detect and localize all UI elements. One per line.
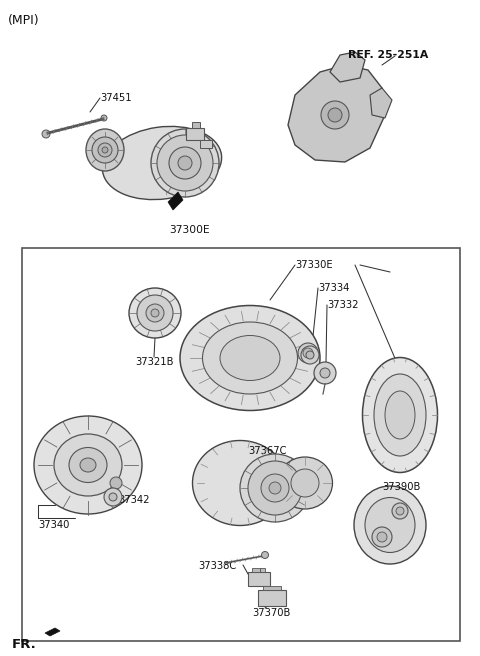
Circle shape bbox=[151, 309, 159, 317]
Circle shape bbox=[137, 295, 173, 331]
Text: 37367C: 37367C bbox=[248, 446, 287, 456]
Bar bbox=[260, 568, 265, 572]
Ellipse shape bbox=[54, 434, 122, 496]
Circle shape bbox=[269, 482, 281, 494]
Bar bbox=[192, 122, 200, 128]
Ellipse shape bbox=[374, 374, 426, 456]
Circle shape bbox=[392, 503, 408, 519]
Circle shape bbox=[303, 348, 313, 358]
Text: REF. 25-251A: REF. 25-251A bbox=[348, 50, 428, 60]
Bar bbox=[252, 568, 260, 572]
Bar bbox=[248, 572, 270, 586]
Bar bbox=[22, 248, 460, 641]
Circle shape bbox=[101, 115, 107, 121]
Text: 37332: 37332 bbox=[327, 300, 359, 310]
Ellipse shape bbox=[180, 306, 320, 411]
Circle shape bbox=[396, 507, 404, 515]
Ellipse shape bbox=[354, 486, 426, 564]
Ellipse shape bbox=[86, 129, 124, 171]
Text: 37342: 37342 bbox=[118, 495, 149, 505]
Circle shape bbox=[372, 527, 392, 547]
Text: 37340: 37340 bbox=[38, 520, 70, 530]
Text: (MPI): (MPI) bbox=[8, 14, 40, 27]
Ellipse shape bbox=[385, 391, 415, 439]
Text: 37330E: 37330E bbox=[295, 260, 333, 270]
Ellipse shape bbox=[102, 127, 222, 199]
Text: 37321B: 37321B bbox=[135, 357, 173, 367]
Ellipse shape bbox=[192, 440, 288, 525]
Circle shape bbox=[178, 156, 192, 170]
Circle shape bbox=[146, 304, 164, 322]
Circle shape bbox=[110, 477, 122, 489]
Circle shape bbox=[157, 135, 213, 191]
Polygon shape bbox=[330, 52, 365, 82]
Ellipse shape bbox=[69, 447, 107, 483]
Text: 37370B: 37370B bbox=[252, 608, 290, 618]
Circle shape bbox=[261, 474, 289, 502]
Circle shape bbox=[377, 532, 387, 542]
Ellipse shape bbox=[240, 454, 310, 522]
Bar bbox=[258, 590, 286, 606]
Polygon shape bbox=[370, 88, 392, 118]
Ellipse shape bbox=[203, 322, 298, 394]
Text: 37451: 37451 bbox=[100, 93, 132, 103]
Circle shape bbox=[104, 488, 122, 506]
Polygon shape bbox=[288, 65, 385, 162]
Text: 37334: 37334 bbox=[318, 283, 349, 293]
Bar bbox=[186, 128, 204, 140]
Circle shape bbox=[92, 137, 118, 163]
Circle shape bbox=[98, 143, 112, 157]
Circle shape bbox=[301, 346, 319, 364]
Ellipse shape bbox=[277, 457, 333, 509]
Circle shape bbox=[321, 101, 349, 129]
Bar bbox=[263, 586, 281, 590]
Bar bbox=[200, 140, 212, 148]
Circle shape bbox=[169, 147, 201, 179]
Ellipse shape bbox=[129, 288, 181, 338]
Ellipse shape bbox=[365, 497, 415, 552]
Circle shape bbox=[306, 351, 314, 359]
Text: 37338C: 37338C bbox=[198, 561, 236, 571]
Circle shape bbox=[314, 362, 336, 384]
Circle shape bbox=[291, 469, 319, 497]
Circle shape bbox=[248, 461, 302, 515]
Circle shape bbox=[102, 147, 108, 153]
Ellipse shape bbox=[34, 416, 142, 514]
Circle shape bbox=[328, 108, 342, 122]
Circle shape bbox=[109, 493, 117, 501]
Ellipse shape bbox=[362, 358, 437, 472]
Circle shape bbox=[262, 552, 268, 558]
Ellipse shape bbox=[80, 458, 96, 472]
Polygon shape bbox=[168, 192, 183, 210]
Text: FR.: FR. bbox=[12, 638, 37, 651]
Ellipse shape bbox=[220, 335, 280, 380]
Text: 37390B: 37390B bbox=[382, 482, 420, 492]
Ellipse shape bbox=[151, 129, 219, 197]
Text: 37300E: 37300E bbox=[170, 225, 210, 235]
Circle shape bbox=[298, 343, 318, 363]
Polygon shape bbox=[45, 628, 60, 636]
Circle shape bbox=[42, 130, 50, 138]
Circle shape bbox=[320, 368, 330, 378]
